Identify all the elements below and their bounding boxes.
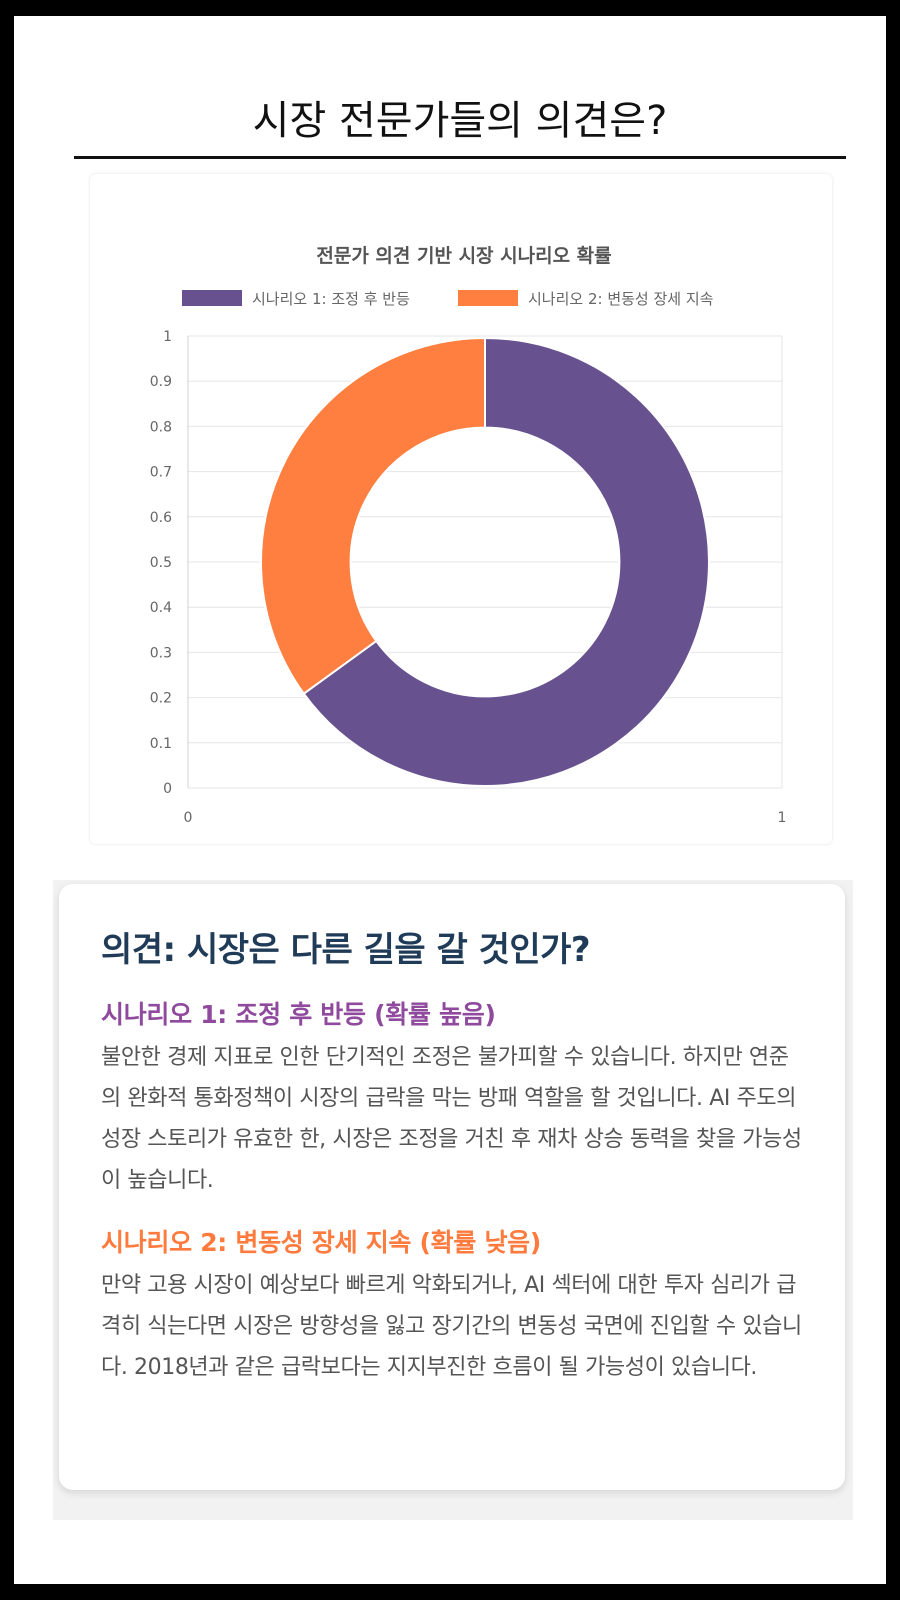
legend-label: 시나리오 2: 변동성 장세 지속 — [528, 290, 714, 308]
opinion-panel: 의견: 시장은 다른 길을 갈 것인가? 시나리오 1: 조정 후 반등 (확률… — [53, 880, 853, 1520]
donut-slice — [260, 336, 486, 696]
y-tick-label: 0.7 — [150, 465, 172, 481]
y-axis: 0 0.1 0.2 0.3 0.4 0.5 0.6 0.7 0.8 0.9 1 — [150, 329, 172, 797]
scenario-2-body: 만약 고용 시장이 예상보다 빠르게 악화되거나, AI 섹터에 대한 투자 심… — [101, 1273, 802, 1380]
chart-legend: 시나리오 1: 조정 후 반등 시나리오 2: 변동성 장세 지속 — [182, 290, 714, 308]
y-tick-label: 0.5 — [150, 555, 172, 571]
y-tick-label: 0.1 — [150, 736, 172, 752]
x-tick-label: 1 — [778, 810, 787, 826]
y-tick-label: 0.8 — [150, 419, 172, 435]
legend-swatch — [182, 290, 242, 306]
legend-swatch — [458, 290, 518, 306]
opinion-heading: 의견: 시장은 다른 길을 갈 것인가? — [101, 930, 591, 970]
y-tick-label: 0 — [163, 781, 172, 797]
legend-label: 시나리오 1: 조정 후 반등 — [252, 290, 410, 308]
y-tick-label: 0.2 — [150, 691, 172, 707]
y-tick-label: 0.9 — [150, 374, 172, 390]
title-divider — [74, 156, 846, 159]
donut-slices — [260, 336, 710, 787]
opinion-card: 의견: 시장은 다른 길을 갈 것인가? 시나리오 1: 조정 후 반등 (확률… — [59, 884, 845, 1490]
scenario-1-body: 불안한 경제 지표로 인한 단기적인 조정은 불가피할 수 있습니다. 하지만 … — [101, 1045, 802, 1193]
scenario-2-title: 시나리오 2: 변동성 장세 지속 (확률 낮음) — [101, 1228, 541, 1257]
donut-chart: 전문가 의견 기반 시장 시나리오 확률 시나리오 1: 조정 후 반등 시나리오… — [150, 244, 787, 826]
y-tick-label: 0.4 — [150, 600, 172, 616]
page: 시장 전문가들의 의견은? 전문가 의견 기반 시장 시나리오 확률 시나리오 … — [14, 16, 886, 1584]
y-tick-label: 0.3 — [150, 645, 172, 661]
donut-slice — [302, 336, 710, 787]
x-tick-label: 0 — [184, 810, 193, 826]
page-title: 시장 전문가들의 의견은? — [252, 98, 668, 144]
scenario-1-title: 시나리오 1: 조정 후 반등 (확률 높음) — [101, 1000, 496, 1029]
chart-title: 전문가 의견 기반 시장 시나리오 확률 — [316, 244, 611, 267]
y-tick-label: 0.6 — [150, 510, 172, 526]
y-tick-label: 1 — [163, 329, 172, 345]
chart-card: 전문가 의견 기반 시장 시나리오 확률 시나리오 1: 조정 후 반등 시나리오… — [90, 174, 832, 844]
